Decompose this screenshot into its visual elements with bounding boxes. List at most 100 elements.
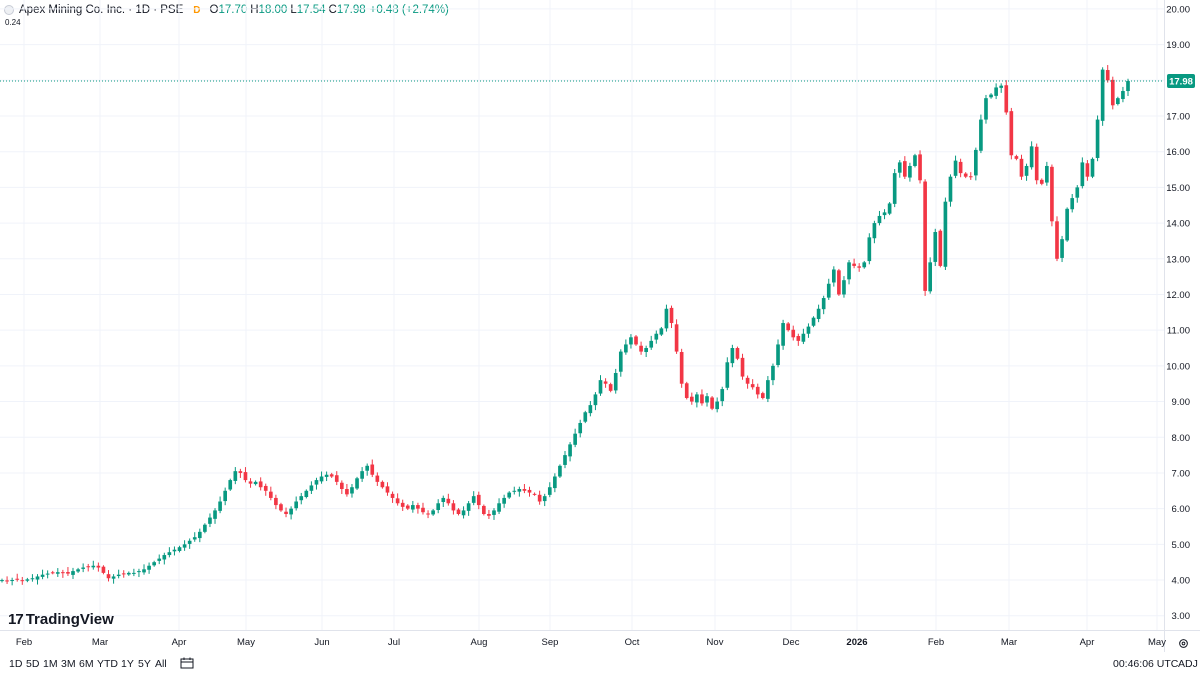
- candle-body: [624, 344, 628, 353]
- candle-body: [177, 547, 182, 551]
- candle-body: [918, 154, 922, 181]
- candle-body: [923, 181, 927, 291]
- candle-body: [289, 508, 293, 515]
- candle-body: [421, 507, 425, 513]
- x-tick-label: Apr: [1080, 637, 1095, 648]
- y-tick-label: 19.00: [1166, 40, 1190, 51]
- low-value: 17.54: [296, 4, 326, 16]
- tradingview-logo-icon: 17: [8, 611, 24, 628]
- last-price-label: 17.98: [1169, 77, 1193, 88]
- candle-body: [35, 576, 40, 580]
- candle-body: [740, 357, 745, 377]
- candle-body: [755, 386, 760, 395]
- close-value: 17.98: [336, 4, 366, 16]
- candle-body: [91, 565, 96, 568]
- candle-body: [1075, 187, 1080, 198]
- candle-body: [842, 280, 846, 295]
- indicator-sub-value: 0.24: [5, 18, 21, 27]
- candle-body: [350, 487, 354, 494]
- candle-body: [137, 571, 141, 573]
- candle-body: [588, 405, 593, 414]
- candle-body: [355, 478, 359, 489]
- candle-body: [979, 119, 983, 151]
- candle-body: [984, 98, 988, 120]
- x-tick-label: Dec: [783, 637, 800, 648]
- y-tick-label: 4.00: [1172, 576, 1191, 587]
- price-chart[interactable]: 3.00 4.00 5.00 6.00 7.00 8.00 9.00 10.00 11.00 12…: [0, 0, 1200, 652]
- candle-body: [268, 491, 273, 498]
- candle-body: [10, 580, 14, 582]
- candle-body: [340, 482, 344, 490]
- candle-body: [639, 345, 643, 352]
- candle-body: [258, 481, 263, 488]
- range-button-1y[interactable]: 1Y: [121, 658, 134, 670]
- candle-body: [233, 471, 238, 481]
- candle-body: [933, 232, 938, 262]
- candle-body: [365, 465, 370, 471]
- candle-body: [25, 579, 30, 581]
- date-range-icon[interactable]: [180, 657, 194, 669]
- range-button-all[interactable]: All: [155, 658, 167, 670]
- candle-body: [750, 384, 755, 388]
- candle-body: [106, 574, 111, 579]
- candle-body: [182, 544, 187, 548]
- candle-body: [771, 365, 775, 381]
- range-button-3m[interactable]: 3M: [61, 658, 76, 670]
- range-button-5d[interactable]: 5D: [26, 658, 40, 670]
- candle-body: [446, 498, 451, 504]
- candle-body: [974, 149, 978, 176]
- candle-body: [456, 509, 461, 514]
- candle-body: [1070, 198, 1075, 210]
- candle-body: [689, 396, 694, 402]
- candle-body: [1004, 85, 1009, 113]
- candle-body: [1080, 162, 1085, 187]
- candle-body: [1034, 146, 1039, 181]
- symbol-logo-icon: [4, 5, 14, 15]
- logo-text: TradingView: [25, 611, 114, 628]
- candle-body: [1126, 81, 1130, 92]
- y-tick-label: 17.00: [1166, 112, 1190, 123]
- candle-body: [791, 329, 796, 338]
- candle-body: [887, 203, 892, 214]
- candle-body: [958, 161, 963, 174]
- adj-toggle[interactable]: ADJ: [1178, 658, 1198, 670]
- range-button-1m[interactable]: 1M: [43, 658, 58, 670]
- candle-body: [375, 475, 380, 482]
- candle-body: [157, 558, 162, 561]
- candle-body: [380, 481, 385, 488]
- candle-body: [953, 160, 958, 176]
- range-button-5y[interactable]: 5Y: [138, 658, 151, 670]
- candle-body: [502, 497, 506, 504]
- tradingview-logo: 17 TradingView: [8, 611, 114, 628]
- candle-body: [766, 380, 770, 399]
- candle-body: [497, 503, 501, 512]
- candle-body: [1060, 239, 1064, 258]
- range-button-6m[interactable]: 6M: [79, 658, 94, 670]
- candle-body: [989, 94, 993, 98]
- candle-body: [897, 162, 902, 173]
- candle-body: [1024, 165, 1029, 176]
- candle-body: [20, 580, 25, 582]
- candle-body: [507, 492, 512, 498]
- x-tick-label: Feb: [16, 637, 32, 648]
- y-tick-label: 3.00: [1172, 611, 1191, 622]
- candle-body: [837, 270, 841, 295]
- candle-body: [568, 444, 572, 457]
- candle-body: [492, 510, 496, 515]
- range-button-ytd[interactable]: YTD: [97, 658, 118, 670]
- candle-body: [294, 501, 299, 509]
- candle-body: [203, 524, 207, 532]
- candle-body: [517, 489, 522, 492]
- candle-body: [573, 433, 577, 445]
- candle-body: [411, 505, 415, 510]
- candle-body: [71, 571, 75, 575]
- utc-clock[interactable]: 00:46:06 UTC: [1113, 658, 1179, 670]
- candle-body: [938, 230, 943, 266]
- gear-icon[interactable]: [1178, 638, 1189, 649]
- candle-body: [1105, 70, 1110, 81]
- symbol-title[interactable]: Apex Mining Co. Inc. · 1D · PSE: [19, 4, 184, 16]
- y-tick-label: 15.00: [1166, 183, 1190, 194]
- range-button-1d[interactable]: 1D: [9, 658, 23, 670]
- candle-body: [730, 348, 735, 364]
- x-tick-label: Feb: [928, 637, 944, 648]
